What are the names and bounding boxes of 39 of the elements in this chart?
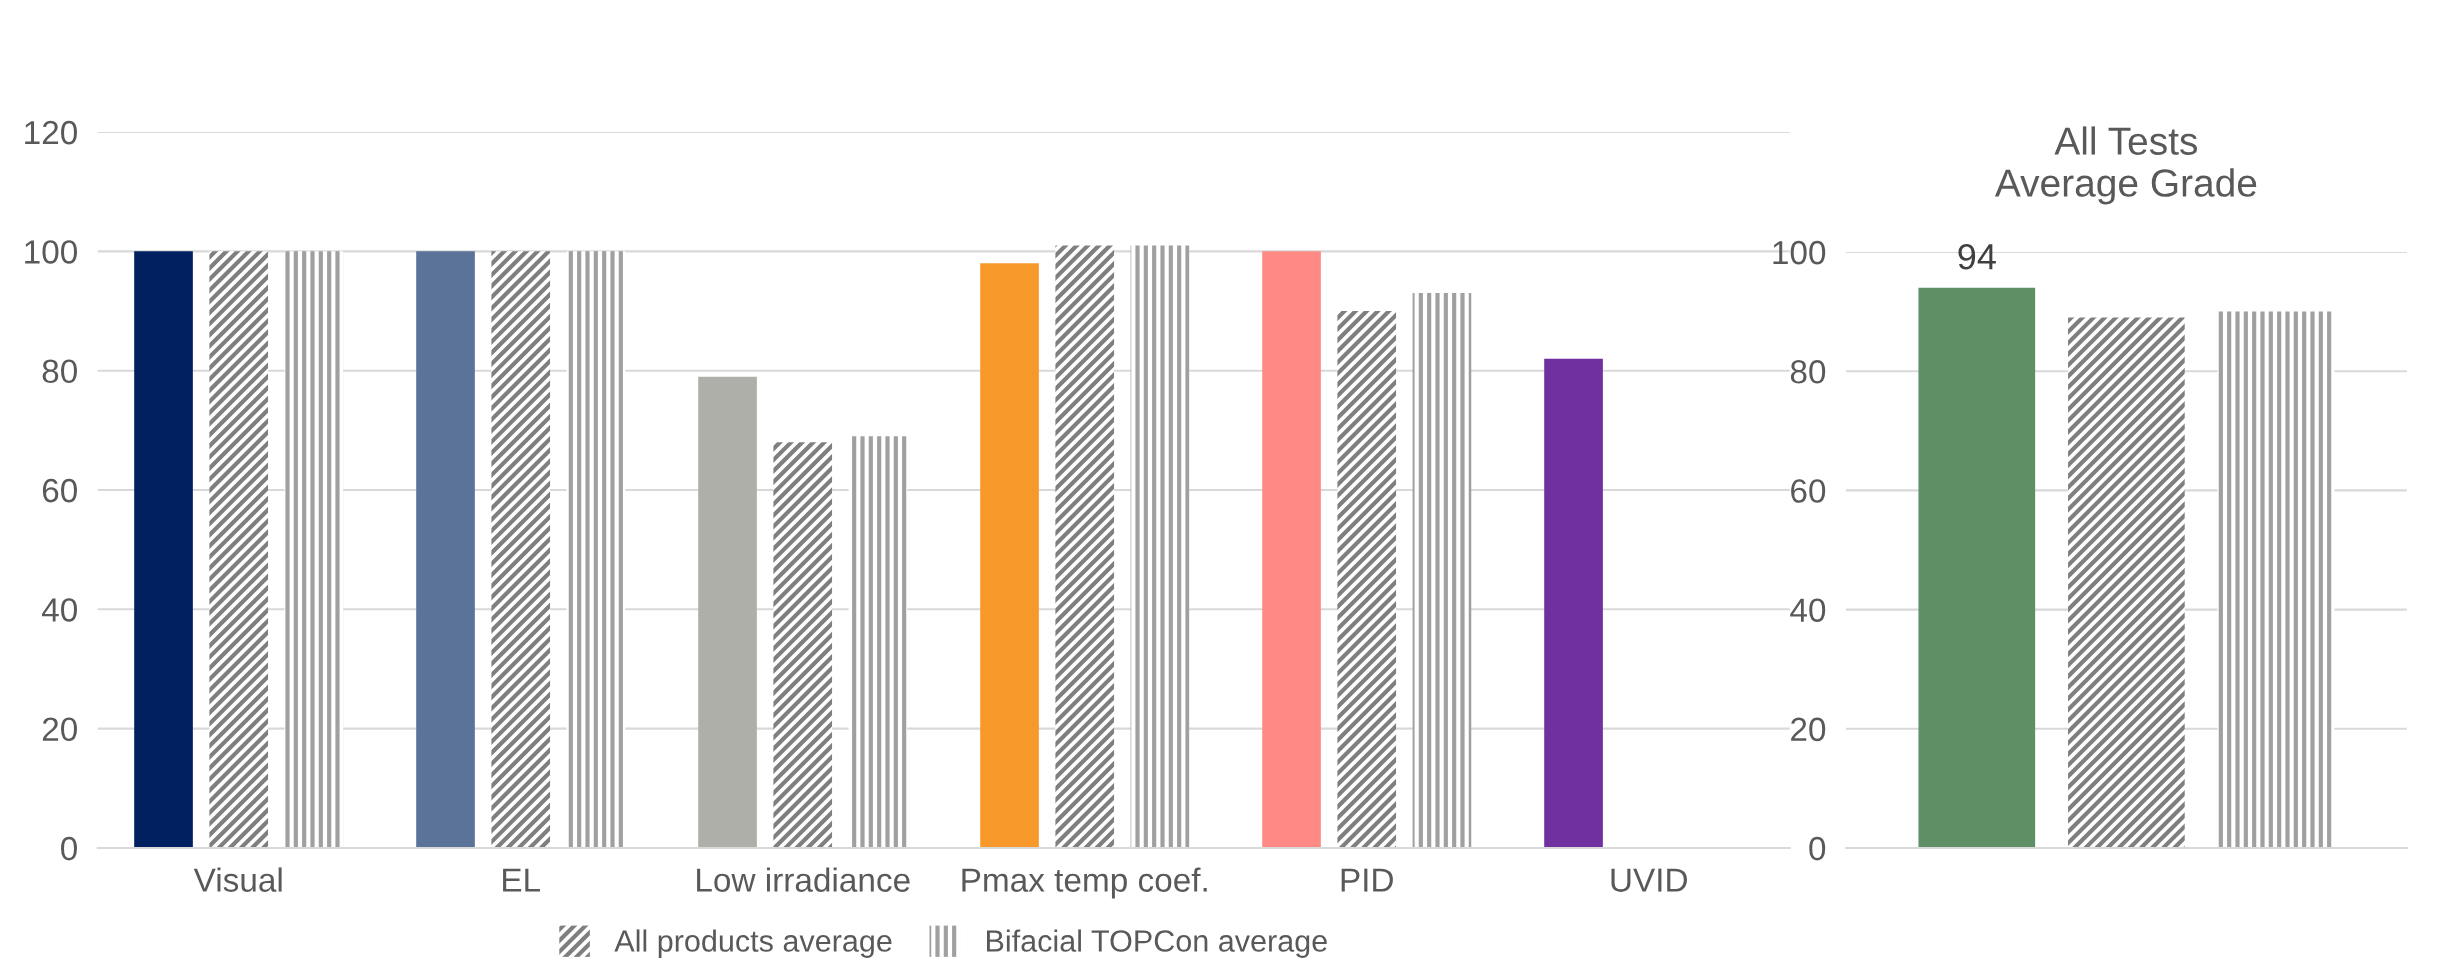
legend-label: Bifacial TOPCon average [987, 929, 1327, 958]
y-tick-label: 80 [1790, 360, 1826, 384]
bar [1262, 251, 1321, 848]
bar [209, 251, 269, 848]
x-tick-label: EL [503, 868, 541, 892]
y-tick-label: 40 [1790, 598, 1826, 622]
chart-title: All Tests Average Grade [1994, 126, 2257, 205]
bar [1130, 245, 1190, 848]
y-tick-label: 100 [25, 240, 77, 264]
y-tick-label: 40 [41, 598, 77, 622]
y-tick-label: 80 [42, 359, 77, 384]
bar [698, 376, 757, 848]
x-tick-label: Pmax temp coef. [962, 867, 1207, 899]
bar [1544, 358, 1603, 848]
data-label: 94 [1958, 243, 1996, 270]
bar [134, 251, 193, 848]
y-tick-label: 20 [1791, 717, 1826, 742]
y-tick-label: 60 [42, 478, 77, 503]
x-tick-label: Low irradiance [697, 867, 910, 892]
bar [416, 251, 475, 848]
y-tick-label: 120 [25, 120, 77, 145]
y-tick-label: 0 [61, 836, 77, 861]
bar [1337, 311, 1397, 848]
y-tick-label: 60 [1791, 479, 1826, 503]
bar [284, 251, 344, 848]
bar [1055, 245, 1115, 848]
bar [980, 263, 1039, 848]
y-tick-label: 0 [1809, 836, 1826, 861]
bar [566, 251, 626, 848]
bar [848, 436, 908, 848]
legend-label: All products average [614, 929, 892, 958]
bar [1412, 293, 1472, 848]
bar [773, 442, 833, 848]
bar [491, 251, 551, 848]
x-tick-label: Visual [193, 867, 282, 892]
y-tick-label: 100 [1773, 240, 1826, 265]
x-tick-label: UVID [1611, 868, 1687, 892]
y-tick-label: 20 [42, 717, 77, 742]
x-tick-label: PID [1341, 868, 1393, 892]
